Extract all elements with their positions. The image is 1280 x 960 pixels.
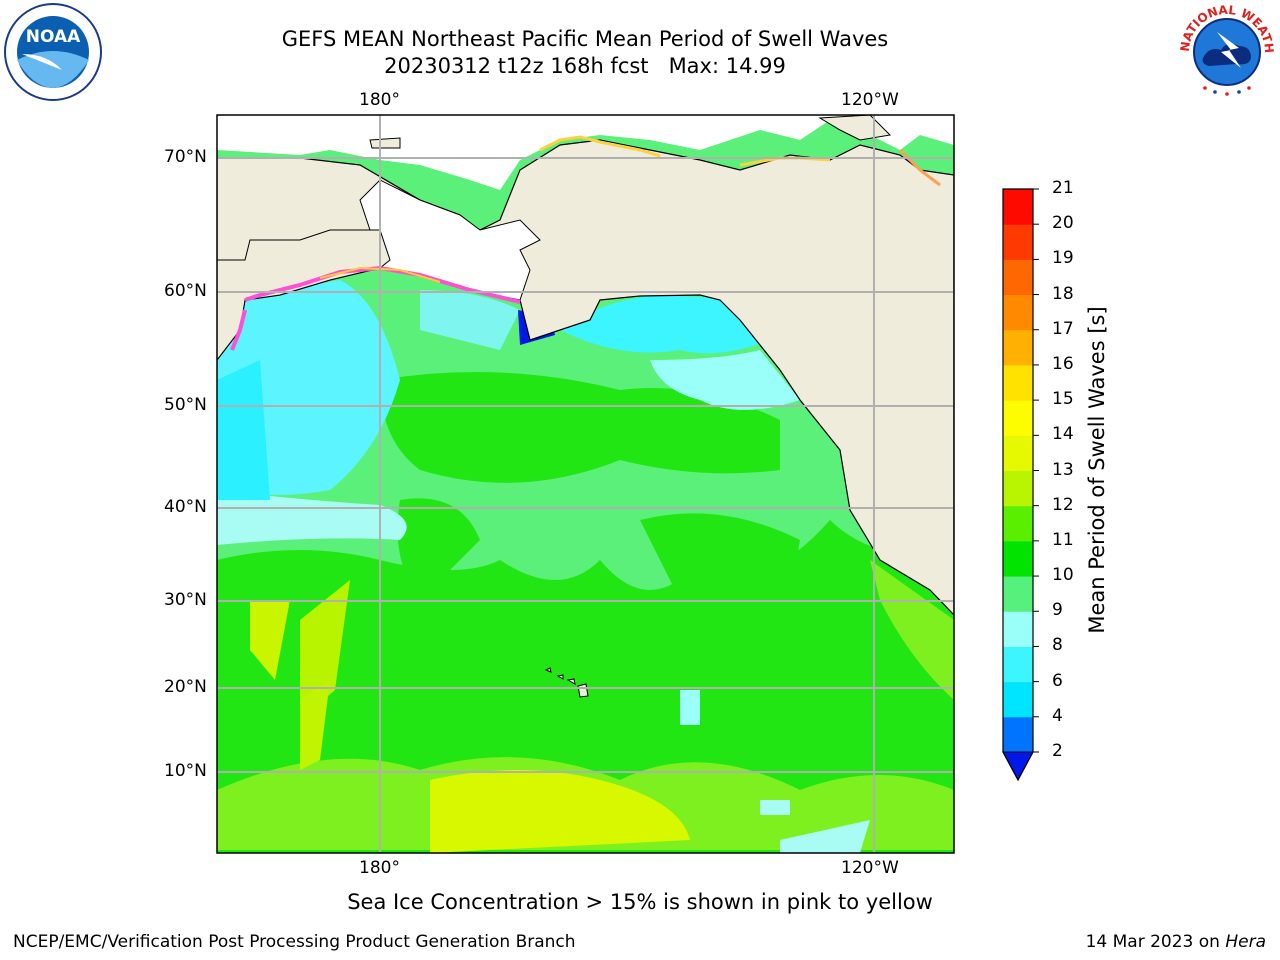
colorbar-frame — [1002, 188, 1034, 782]
hawaii-islands — [544, 667, 589, 698]
lon-label-top-120w: 120°W — [841, 90, 899, 110]
ocean-cyan-gulf — [560, 295, 770, 354]
lon-label-top-180: 180° — [359, 90, 400, 110]
lat-label-40n: 40°N — [164, 497, 207, 517]
colorbar-tick-label: 12 — [1052, 494, 1074, 515]
colorbar-swatch — [1003, 540, 1033, 577]
colorbar-tick-label: 9 — [1052, 600, 1063, 621]
chart-subtitle: 20230312 t12z 168h fcst Max: 14.99 — [384, 54, 786, 78]
colorbar-tick-label: 20 — [1052, 213, 1074, 234]
colorbar-tick-label: 11 — [1052, 529, 1074, 550]
lat-label-20n: 20°N — [164, 677, 207, 697]
noaa-logo: NOAA — [4, 3, 102, 101]
colorbar-swatch — [1003, 470, 1033, 507]
lat-label-70n: 70°N — [164, 147, 207, 167]
colorbar-swatch — [1003, 435, 1033, 471]
colorbar-tick-label: 21 — [1052, 178, 1074, 198]
colorbar-tick-label: 19 — [1052, 248, 1074, 269]
footer-date: 14 Mar 2023 on Hera — [1085, 932, 1266, 952]
colorbar-swatch — [1003, 400, 1033, 436]
lat-label-60n: 60°N — [164, 281, 207, 301]
national-weather-service-logo: NATIONAL WEATHER SERVICE — [1175, 2, 1276, 98]
colorbar-tick-label: 14 — [1052, 424, 1074, 445]
colorbar-tick-label: 13 — [1052, 459, 1074, 480]
footer-host: Hera — [1225, 932, 1266, 952]
sea-ice-note: Sea Ice Concentration > 15% is shown in … — [347, 890, 933, 914]
colorbar-swatch — [1003, 646, 1033, 683]
colorbar-tick-label: 17 — [1052, 318, 1074, 339]
colorbar-swatch — [1003, 189, 1033, 225]
lon-label-bottom-180: 180° — [359, 858, 400, 878]
colorbar-tick-label: 8 — [1052, 635, 1063, 656]
colorbar-tick-label: 16 — [1052, 353, 1074, 374]
colorbar-tick-label: 10 — [1052, 565, 1074, 586]
map-frame — [216, 114, 955, 854]
map-plot — [217, 115, 954, 853]
colorbar-swatch — [1003, 329, 1033, 366]
lon-label-bottom-120w: 120°W — [841, 858, 899, 878]
colorbar-swatch — [1003, 716, 1033, 753]
colorbar-tick-label: 15 — [1052, 389, 1074, 410]
colorbar-tick-label: 2 — [1052, 741, 1063, 761]
colorbar-swatch — [1003, 364, 1033, 401]
colorbar-swatch — [1003, 294, 1033, 331]
colorbar-swatch — [1003, 681, 1033, 718]
colorbar — [1002, 188, 1039, 782]
colorbar-swatch — [1003, 611, 1033, 647]
map-gridlines — [217, 115, 954, 853]
colorbar-label: Mean Period of Swell Waves [s] — [1085, 306, 1109, 634]
lat-label-50n: 50°N — [164, 395, 207, 415]
colorbar-swatch — [1003, 259, 1033, 296]
chart-title: GEFS MEAN Northeast Pacific Mean Period … — [281, 27, 889, 51]
colorbar-tick-label: 18 — [1052, 283, 1074, 304]
colorbar-swatch — [1003, 224, 1033, 260]
colorbar-tick-label: 6 — [1052, 670, 1063, 691]
colorbar-tick-label: 4 — [1052, 705, 1063, 726]
colorbar-swatch — [1003, 505, 1033, 542]
noaa-logo-text: NOAA — [26, 27, 81, 47]
footer-credit: NCEP/EMC/Verification Post Processing Pr… — [13, 932, 576, 952]
colorbar-swatch — [1003, 576, 1033, 612]
colorbar-under-arrow — [1002, 751, 1034, 782]
lat-label-10n: 10°N — [164, 761, 207, 781]
lat-label-30n: 30°N — [164, 590, 207, 610]
sea-ice-edge — [244, 265, 521, 304]
